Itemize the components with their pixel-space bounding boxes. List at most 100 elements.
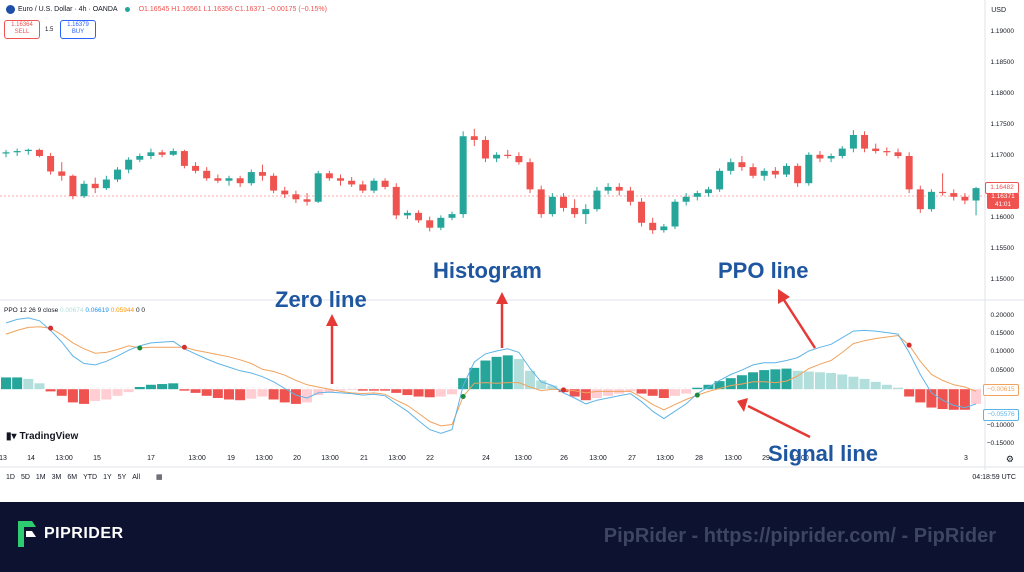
range-ytd[interactable]: YTD [83, 473, 98, 481]
candle-body [704, 189, 712, 194]
annotation-arrows [326, 289, 817, 439]
price-tick-label: 1.16000 [990, 213, 1015, 221]
histogram-bar [447, 389, 457, 395]
sell-button[interactable]: 1.16364 SELL [4, 20, 40, 39]
range-3m[interactable]: 3M [51, 473, 62, 481]
histogram-bar [725, 378, 736, 390]
candle-body [325, 173, 333, 179]
candle-body [35, 149, 43, 156]
time-tick-label: 13:00 [388, 455, 406, 462]
calendar-icon[interactable]: ▦ [156, 474, 163, 481]
ppo-line-annotation: PPO line [718, 258, 809, 283]
clock-utc[interactable]: 04:18:59 UTC [972, 474, 1016, 481]
ppo-line-arrowhead [778, 289, 790, 304]
time-tick-label: 13:00 [255, 455, 273, 462]
symbol-title[interactable]: Euro / U.S. Dollar · 4h · OANDA [18, 6, 118, 13]
ohlc-values: O1.16545 H1.16561 L1.16356 C1.16371 −0.0… [138, 6, 327, 13]
candle-body [147, 152, 155, 156]
histogram-bar [681, 389, 692, 394]
zero-line-arrowhead [326, 314, 338, 326]
histogram-bar [647, 389, 658, 396]
candle-body [203, 170, 211, 179]
histogram-bar [569, 389, 580, 397]
candle-body [571, 207, 579, 215]
histogram-bar [190, 389, 201, 393]
histogram-bar [224, 389, 234, 400]
histogram-bar [770, 369, 781, 390]
candle-body [582, 209, 590, 215]
histogram-bar [803, 371, 814, 390]
candle-body [314, 173, 322, 202]
range-5d[interactable]: 5D [20, 473, 30, 481]
tradingview-wordmark: TradingView [19, 431, 79, 442]
ppo-legend[interactable]: PPO 12 26 9 close 0.00674 0.06619 0.0594… [4, 307, 145, 314]
candle-body [649, 222, 657, 231]
candle-body [916, 189, 924, 210]
histogram-bar [692, 387, 703, 390]
range-all[interactable]: All [132, 473, 141, 481]
candle-body [738, 162, 746, 168]
price-tick-label: 1.18500 [990, 59, 1015, 67]
candle-body [671, 201, 679, 227]
time-tick-label: 28 [695, 455, 703, 462]
histogram-bar [948, 389, 959, 410]
histogram-bar [1, 377, 11, 390]
histogram-bar [904, 389, 915, 397]
euro-flag-icon [6, 5, 15, 14]
time-tick-label: 13:00 [188, 455, 206, 462]
last-price: 1.16371 [991, 193, 1015, 200]
histogram-bar [357, 389, 368, 391]
buy-button[interactable]: 1.16379 BUY [60, 20, 96, 39]
candle-body [24, 149, 32, 152]
ppo-tick-label: 0.20000 [990, 311, 1015, 319]
histogram-bar [848, 376, 859, 390]
histogram-bar [413, 389, 424, 397]
candle-body [180, 151, 188, 166]
histogram-bar [915, 389, 926, 403]
histogram-bar [23, 378, 34, 390]
histogram-bar [246, 389, 257, 399]
candle-body [693, 193, 701, 197]
candle-body [504, 154, 512, 156]
candle-body [192, 165, 200, 171]
candle-body [370, 180, 378, 191]
range-1d[interactable]: 1D [6, 473, 15, 481]
candle-body [682, 196, 690, 202]
candle-body [560, 196, 567, 208]
crossover-dot [694, 392, 700, 398]
time-tick-label: 20 [293, 455, 301, 462]
currency-label[interactable]: USD [991, 7, 1006, 14]
histogram-bar [748, 372, 759, 390]
chart-canvas[interactable] [0, 0, 1024, 500]
range-1m[interactable]: 1M [35, 473, 46, 481]
ppo-value-hist: 0.00674 [60, 307, 84, 314]
candle-body [638, 201, 646, 223]
price-tick-label: 1.19000 [990, 28, 1015, 36]
histogram-bar [279, 389, 290, 403]
buy-price: 1.16379 [67, 22, 89, 28]
candle-body [950, 193, 958, 197]
histogram-bar [402, 389, 413, 396]
histogram-bar [658, 389, 669, 399]
candle-body [816, 154, 824, 159]
candle-body [125, 159, 133, 170]
ppo-line-arrow [782, 299, 817, 349]
candle-body [169, 151, 177, 155]
candle-body [381, 180, 389, 187]
histogram-bar [235, 389, 246, 401]
histogram-bar [145, 384, 156, 390]
price-tick-label: 1.17000 [990, 152, 1015, 159]
candle-body [91, 183, 99, 189]
histogram-bar [859, 378, 870, 390]
range-1y[interactable]: 1Y [103, 473, 112, 481]
candle-body [102, 179, 110, 189]
histogram-bar [759, 370, 770, 390]
sell-label: SELL [14, 29, 30, 35]
candle-body [861, 134, 869, 149]
range-6m[interactable]: 6M [67, 473, 78, 481]
histogram-bar [781, 368, 792, 390]
histogram-bar [491, 356, 502, 390]
range-5y[interactable]: 5Y [117, 473, 127, 481]
gear-icon[interactable]: ⚙ [1005, 454, 1014, 464]
histogram-bar [959, 389, 970, 410]
